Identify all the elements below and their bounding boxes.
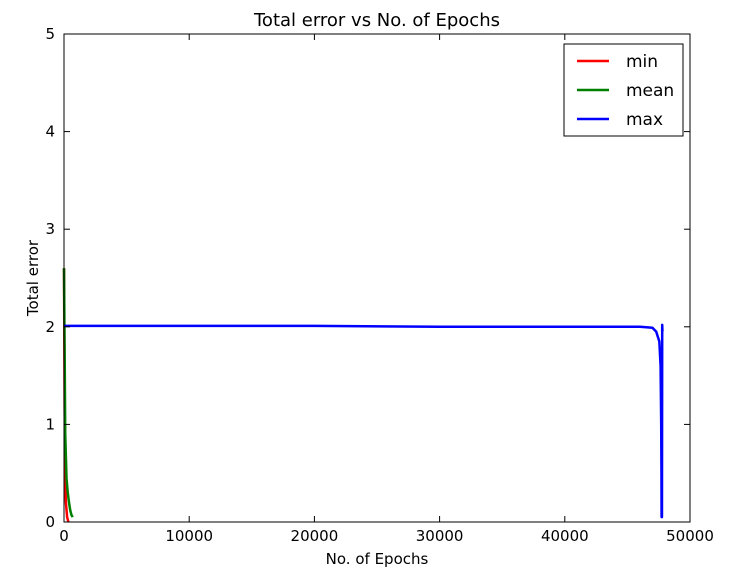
x-axis-label: No. of Epochs — [326, 550, 429, 568]
series-line-max — [64, 323, 664, 519]
legend-label-mean: mean — [626, 81, 674, 101]
x-tick-label: 10000 — [165, 527, 213, 545]
y-axis-label: Total error — [24, 239, 42, 317]
x-tick-label: 50000 — [666, 527, 714, 545]
axis-ticks: 0 10000 20000 30000 40000 50000 0 1 2 3 4 5 — [45, 25, 713, 545]
series-line-mean — [62, 268, 74, 518]
x-tick-label: 0 — [59, 527, 69, 545]
y-tick-label: 1 — [45, 415, 55, 433]
x-tick-label: 40000 — [541, 527, 589, 545]
y-tick-label: 5 — [45, 25, 55, 43]
chart-title: Total error vs No. of Epochs — [253, 10, 500, 31]
legend-label-min: min — [626, 52, 658, 72]
plot-lines — [62, 268, 664, 523]
y-tick-label: 0 — [45, 513, 55, 531]
y-tick-label: 4 — [45, 123, 55, 141]
legend: min mean max — [563, 43, 684, 137]
y-tick-label: 3 — [45, 220, 55, 238]
y-tick-label: 2 — [45, 318, 55, 336]
legend-label-max: max — [626, 110, 663, 130]
plot-frame — [63, 33, 691, 523]
x-tick-label: 20000 — [291, 527, 339, 545]
x-tick-label: 30000 — [416, 527, 464, 545]
